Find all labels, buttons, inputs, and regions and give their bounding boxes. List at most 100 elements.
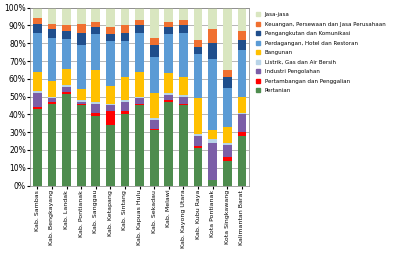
Bar [135,20,144,25]
Bar [106,111,114,125]
Bar [223,145,231,157]
Bar [47,29,56,38]
Bar [120,25,129,33]
Bar [62,94,71,186]
Bar [77,105,85,186]
Bar [106,105,114,111]
Bar [33,91,42,93]
Bar [47,98,56,102]
Bar [91,34,100,70]
Bar [178,20,187,25]
Bar [62,25,71,30]
Bar [120,102,129,111]
Bar [237,114,246,132]
Bar [77,104,85,105]
Bar [237,31,246,40]
Bar [91,116,100,186]
Bar [193,134,202,136]
Bar [62,8,71,25]
Bar [135,25,144,33]
Bar [33,33,42,72]
Bar [150,8,158,38]
Bar [135,96,144,98]
Bar [223,70,231,77]
Bar [91,104,100,113]
Bar [135,33,144,72]
Bar [62,92,71,94]
Bar [193,54,202,98]
Bar [77,8,85,24]
Bar [150,93,158,118]
Bar [164,102,173,186]
Bar [135,72,144,96]
Bar [62,85,71,87]
Bar [208,59,217,130]
Bar [62,30,71,39]
Bar [33,107,42,109]
Bar [91,22,100,27]
Bar [106,41,114,86]
Legend: Jasa-jasa, Keuangan, Persewaan dan Jasa Perusahaan, Pengangkutan dan Komunikasi,: Jasa-jasa, Keuangan, Persewaan dan Jasa … [253,10,386,95]
Bar [193,146,202,148]
Bar [193,98,202,134]
Bar [33,93,42,107]
Bar [208,43,217,59]
Bar [193,40,202,47]
Bar [106,27,114,34]
Bar [178,96,187,104]
Bar [237,132,246,136]
Bar [120,8,129,25]
Bar [164,100,173,102]
Bar [193,47,202,54]
Bar [47,24,56,29]
Bar [223,157,231,161]
Bar [77,24,85,33]
Bar [223,161,231,186]
Bar [62,39,71,69]
Bar [91,8,100,22]
Bar [106,125,114,186]
Bar [91,102,100,104]
Bar [106,8,114,27]
Bar [178,77,187,95]
Bar [237,96,246,113]
Bar [120,77,129,100]
Bar [164,27,173,34]
Bar [223,8,231,70]
Bar [62,87,71,92]
Bar [135,8,144,20]
Bar [164,95,173,100]
Bar [164,73,173,93]
Bar [106,34,114,41]
Bar [47,96,56,98]
Bar [77,33,85,45]
Bar [91,27,100,34]
Bar [178,105,187,186]
Bar [223,143,231,145]
Bar [77,90,85,100]
Bar [178,25,187,33]
Bar [150,129,158,130]
Bar [164,93,173,95]
Bar [47,104,56,186]
Bar [77,100,85,102]
Bar [135,104,144,105]
Bar [178,33,187,77]
Bar [33,8,42,18]
Bar [150,120,158,129]
Bar [193,136,202,146]
Bar [237,113,246,114]
Bar [91,70,100,102]
Bar [120,41,129,77]
Bar [193,8,202,40]
Bar [77,45,85,90]
Bar [237,136,246,186]
Bar [91,113,100,116]
Bar [106,86,114,104]
Bar [150,58,158,93]
Bar [33,24,42,33]
Bar [33,72,42,91]
Bar [120,114,129,186]
Bar [193,148,202,186]
Bar [33,109,42,186]
